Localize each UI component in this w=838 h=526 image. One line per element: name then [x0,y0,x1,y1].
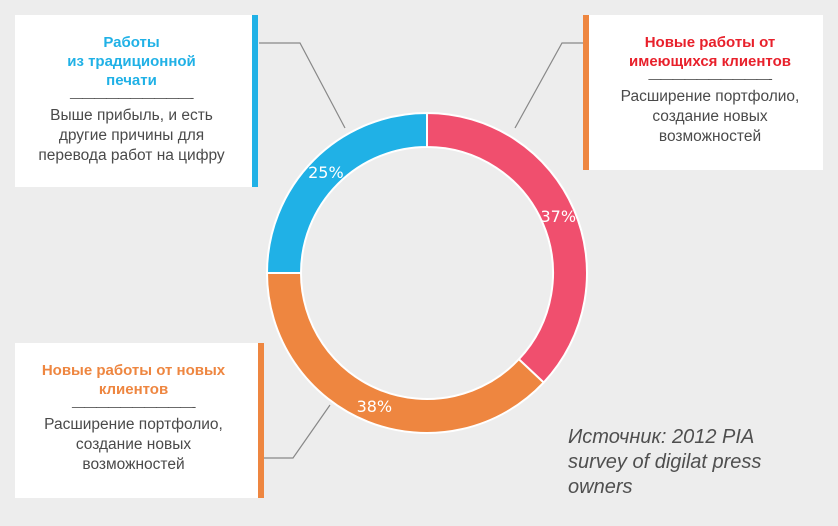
source-line: Источник: 2012 PIA [568,426,755,448]
callout-desc-line: возможностей [82,456,185,473]
slice-value-label: 38% [357,397,393,416]
callout-title-line: из традиционной [67,53,196,70]
donut-slices [265,111,588,434]
callout-title: Новые работы от новых клиентов [15,361,252,399]
callout-existing-clients: Новые работы от имеющихся клиентов —————… [583,15,823,170]
callout-divider: ——————————- [648,71,772,86]
callout-desc-line: возможностей [658,128,762,145]
leader-line-existing-clients [514,42,583,129]
slice-labels: 37% 38% 25% [308,163,576,416]
callout-description: Расширение портфолио, создание новых воз… [597,87,823,147]
source-line: survey of digilat press [568,451,762,473]
slice-value-label: 25% [308,163,344,182]
callout-desc-line: создание новых [75,436,192,453]
source-line: owners [568,476,633,498]
callout-title-line: печати [106,72,157,89]
slice-new-clients [265,272,546,434]
callout-desc-line: Выше прибыль, и есть [50,107,213,124]
callout-description: Расширение портфолио, создание новых воз… [15,415,252,475]
callout-description: Выше прибыль, и есть другие причины для … [15,106,248,166]
slice-value-label: 37% [540,207,576,226]
callout-title-line: имеющихся клиентов [629,53,791,70]
callout-title-line: Новые работы от [644,34,776,51]
callout-desc-line: другие причины для [58,127,205,144]
callout-title-line: Работы [103,34,160,51]
slice-traditional-print [265,111,428,274]
callout-title: Работы из традиционной печати [15,33,248,90]
callout-desc-line: Расширение портфолио, [44,416,223,433]
source-note: Источник: 2012 PIA survey of digilat pre… [568,425,828,500]
callout-desc-line: создание новых [652,108,768,125]
callout-title-line: Новые работы от новых [41,362,226,379]
callout-desc-line: Расширение портфолио, [620,88,800,105]
callout-new-clients: Новые работы от новых клиентов —————————… [15,343,264,498]
leader-lines [259,42,583,459]
callout-traditional-print: Работы из традиционной печати ——————————… [15,15,258,187]
callout-title-line: клиентов [98,381,169,398]
callout-divider: ——————————- [71,399,196,414]
leader-line-traditional-print [259,42,346,129]
callout-title: Новые работы от имеющихся клиентов [597,33,823,71]
slice-existing-clients [426,111,588,384]
leader-line-new-clients [264,404,331,459]
callout-divider: ——————————- [69,90,194,105]
callout-desc-line: перевода работ на цифру [38,147,225,164]
